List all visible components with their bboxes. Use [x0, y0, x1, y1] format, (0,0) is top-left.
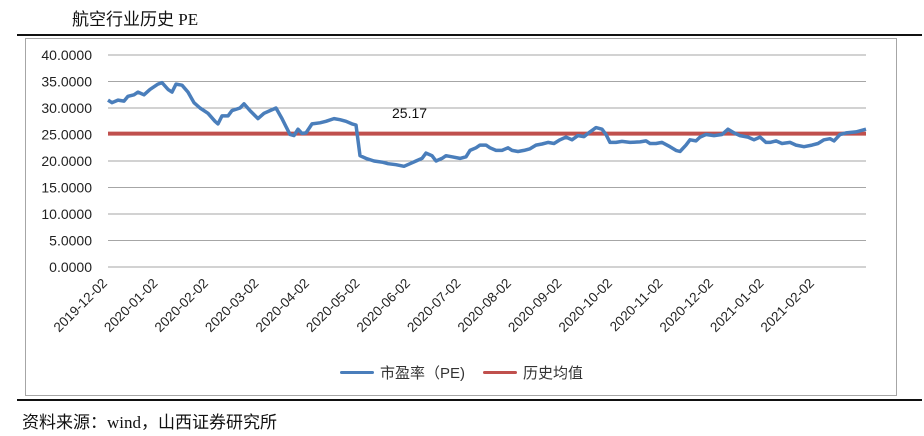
x-tick-label: 2019-12-02	[51, 276, 110, 335]
chart-title: 航空行业历史 PE	[72, 10, 199, 29]
gridlines	[108, 54, 866, 268]
chart-frame	[25, 38, 897, 396]
y-axis-ticks: 0.0000 5.0000 10.0000 15.0000 20.0000 25.0000…	[41, 47, 92, 275]
legend-swatch-average	[483, 371, 518, 374]
legend-label-average: 历史均值	[523, 365, 584, 382]
y-tick-label: 30.0000	[41, 100, 92, 116]
pe-series-line	[107, 80, 867, 169]
x-tick-label: 2020-02-02	[152, 276, 211, 335]
x-tick-label: 2020-10-02	[556, 276, 615, 335]
y-tick-label: 0.0000	[49, 259, 92, 275]
legend-label-pe: 市盈率（PE)	[380, 365, 466, 382]
average-annotation: 25.17	[392, 105, 427, 121]
x-tick-label: 2021-01-02	[707, 276, 766, 335]
bottom-rule	[17, 399, 922, 401]
x-tick-label: 2020-06-02	[354, 276, 413, 335]
y-tick-label: 20.0000	[41, 153, 92, 169]
source-note: 资料来源：wind，山西证券研究所	[22, 413, 277, 432]
y-tick-label: 5.0000	[49, 233, 92, 249]
x-tick-label: 2020-01-02	[101, 276, 160, 335]
top-rule	[17, 34, 922, 36]
y-tick-label: 10.0000	[41, 206, 92, 222]
legend-item-pe: 市盈率（PE)	[340, 362, 465, 383]
y-tick-label: 25.0000	[41, 127, 92, 143]
legend-item-average: 历史均值	[483, 362, 583, 383]
x-tick-label: 2020-12-02	[657, 276, 716, 335]
chart-legend: 市盈率（PE) 历史均值	[340, 362, 601, 383]
x-tick-label: 2020-09-02	[505, 276, 564, 335]
legend-swatch-pe	[340, 371, 374, 374]
x-tick-label: 2021-02-02	[758, 276, 817, 335]
y-tick-label: 15.0000	[41, 180, 92, 196]
x-axis-ticks: 2019-12-022020-01-022020-02-022020-03-02…	[51, 276, 817, 335]
x-tick-label: 2020-07-02	[404, 276, 463, 335]
x-tick-label: 2020-05-02	[303, 276, 362, 335]
x-tick-label: 2020-03-02	[202, 276, 261, 335]
x-tick-label: 2020-08-02	[455, 276, 514, 335]
x-tick-label: 2020-04-02	[253, 276, 312, 335]
y-tick-label: 40.0000	[41, 47, 92, 63]
y-tick-label: 35.0000	[41, 74, 92, 90]
